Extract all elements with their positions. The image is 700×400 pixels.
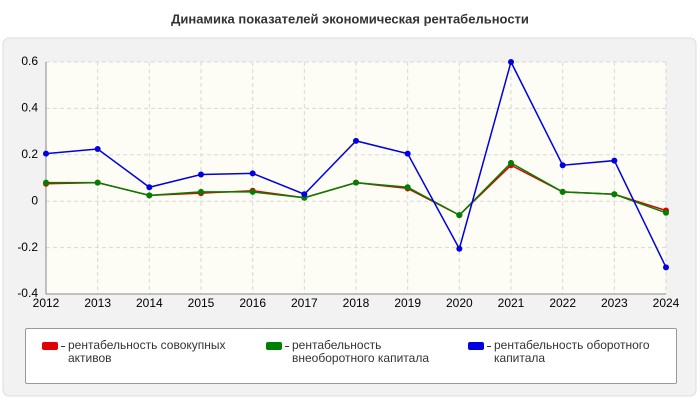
point: [249, 170, 256, 177]
point: [456, 245, 463, 252]
x-tick-label: 2013: [84, 296, 111, 310]
y-tick-label: 0: [31, 193, 38, 207]
legend: рентабельность совокупных активов рентабе…: [25, 328, 677, 384]
point: [94, 179, 101, 186]
point: [353, 137, 359, 144]
legend-swatch: [266, 342, 282, 350]
x-tick-label: 2017: [291, 296, 318, 310]
x-tick-label: 2016: [239, 296, 266, 310]
x-tick-label: 2022: [549, 296, 576, 310]
point: [94, 146, 101, 152]
point: [559, 188, 566, 195]
point: [43, 179, 49, 186]
point: [663, 264, 669, 271]
x-tick-label: 2014: [136, 296, 163, 310]
point: [611, 191, 618, 198]
y-tick-label: -0.4: [17, 286, 38, 300]
point: [404, 150, 411, 157]
x-tick-label: 2015: [188, 296, 215, 310]
legend-item: рентабельность совокупных активов: [34, 339, 268, 365]
y-tick-label: 0.6: [21, 54, 38, 68]
point: [146, 184, 153, 191]
y-tick-label: -0.2: [17, 240, 38, 254]
chart-title: Динамика показателей экономическая рента…: [171, 11, 529, 26]
y-tick-label: 0.2: [21, 147, 38, 161]
point: [249, 188, 256, 195]
y-tick-label: 0.4: [21, 101, 38, 115]
x-tick-label: 2024: [653, 296, 680, 310]
point: [508, 159, 514, 166]
legend-dash: [61, 346, 65, 347]
legend-item: рентабельность оборотного капитала: [460, 339, 694, 365]
legend-swatch: [468, 342, 484, 350]
x-tick-label: 2018: [343, 296, 370, 310]
legend-label: рентабельность совокупных активов: [68, 338, 226, 365]
point: [146, 192, 153, 199]
x-tick-label: 2021: [498, 296, 525, 310]
legend-dash: [487, 346, 491, 347]
point: [198, 171, 204, 178]
point: [353, 179, 359, 186]
legend-label: рентабельность внеоборотного капитала: [292, 338, 429, 365]
legend-item: рентабельность внеоборотного капитала: [258, 339, 462, 365]
x-tick-label: 2012: [33, 296, 60, 310]
legend-label: рентабельность оборотного капитала: [494, 338, 650, 365]
point: [198, 188, 204, 195]
x-tick-label: 2020: [446, 296, 473, 310]
point: [301, 191, 308, 198]
point: [611, 157, 618, 164]
point: [508, 59, 514, 65]
x-tick-label: 2019: [394, 296, 421, 310]
x-tick-label: 2023: [601, 296, 628, 310]
point: [43, 150, 49, 157]
point: [404, 184, 411, 191]
legend-swatch: [42, 342, 58, 350]
point: [663, 209, 669, 216]
legend-dash: [285, 346, 289, 347]
point: [559, 162, 566, 169]
point: [456, 212, 463, 219]
